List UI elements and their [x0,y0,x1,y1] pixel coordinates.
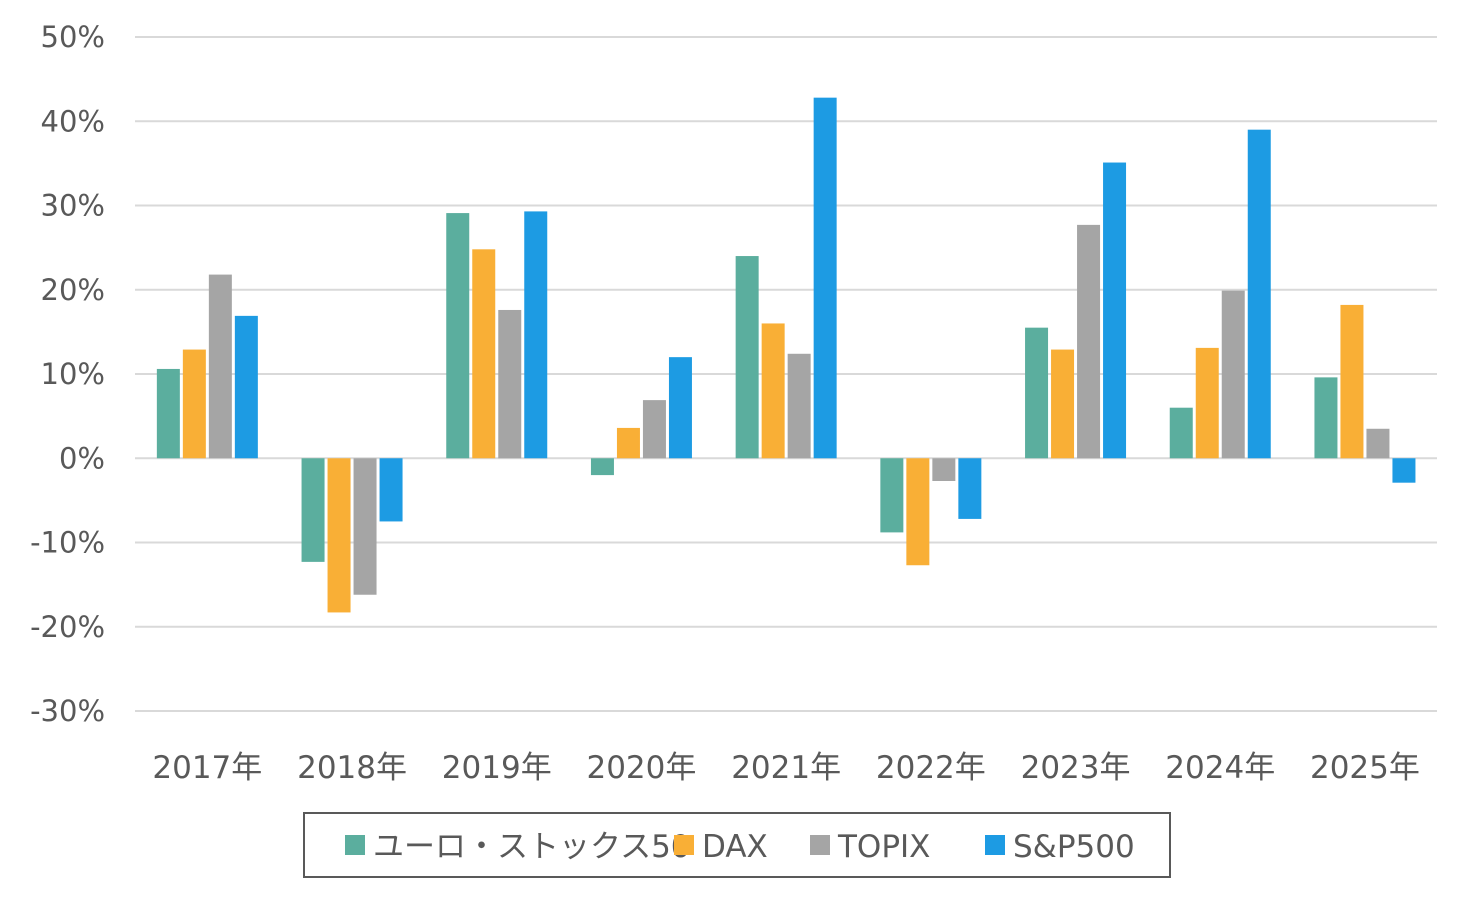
bar-DAX-2024年 [1195,347,1219,459]
bar-TOPIX-2020年 [642,400,666,459]
legend-swatch [345,835,365,855]
bar-ユーロ・ストックス50-2025年 [1314,377,1338,459]
bar-DAX-2017年 [182,349,206,459]
bar-ユーロ・ストックス50-2021年 [735,256,759,459]
legend-swatch [810,835,830,855]
bar-S&P500-2020年 [668,357,692,459]
bar-S&P500-2022年 [958,458,982,519]
y-tick-label: -10% [30,526,105,560]
bar-ユーロ・ストックス50-2018年 [301,458,325,562]
bar-TOPIX-2023年 [1077,224,1101,459]
legend-label: S&P500 [1013,829,1135,865]
bar-S&P500-2024年 [1247,129,1271,459]
bars [156,97,1416,613]
bar-TOPIX-2025年 [1366,428,1390,459]
legend-box [303,812,1171,878]
x-tick-label: 2022年 [876,750,986,786]
x-tick-label: 2024年 [1165,750,1275,786]
bar-ユーロ・ストックス50-2019年 [446,213,470,459]
bar-S&P500-2018年 [379,458,403,522]
y-tick-label: 20% [41,273,105,307]
y-tick-label: 40% [41,104,105,138]
y-axis-tick-labels: 50% 40% 30% 20% 10% 0% -10% -20% -30% [30,20,105,728]
bar-S&P500-2021年 [813,97,837,459]
x-axis-tick-labels: 2017年 2018年 2019年 2020年 2021年 2022年 2023年 2024年… [152,750,1420,786]
x-tick-label: 2020年 [586,750,696,786]
y-tick-label: 10% [41,357,105,391]
bar-S&P500-2017年 [234,315,258,459]
gridlines [135,36,1437,712]
x-tick-label: 2017年 [152,750,262,786]
y-tick-label: 30% [41,189,105,223]
legend-label: DAX [702,829,768,865]
bar-TOPIX-2018年 [353,458,377,595]
x-tick-label: 2019年 [442,750,552,786]
bar-DAX-2022年 [906,458,930,566]
bar-DAX-2019年 [472,249,496,459]
bar-DAX-2023年 [1051,349,1075,459]
bar-TOPIX-2024年 [1221,290,1245,459]
y-tick-label: 50% [41,20,105,54]
bar-TOPIX-2017年 [208,274,232,459]
x-tick-label: 2021年 [731,750,841,786]
y-tick-label: 0% [59,441,105,475]
bar-ユーロ・ストックス50-2020年 [590,458,614,476]
bar-S&P500-2025年 [1392,458,1416,483]
legend-swatch [985,835,1005,855]
bar-TOPIX-2021年 [787,353,811,459]
legend: ユーロ・ストックス50 DAX TOPIX S&P500 [303,812,1171,878]
bar-ユーロ・ストックス50-2024年 [1169,407,1193,459]
bar-DAX-2025年 [1340,304,1364,459]
bar-DAX-2018年 [327,458,351,613]
y-tick-label: -20% [30,610,105,644]
bar-ユーロ・ストックス50-2023年 [1025,327,1049,459]
x-tick-label: 2023年 [1021,750,1131,786]
bar-S&P500-2019年 [524,211,548,459]
bar-S&P500-2023年 [1103,162,1127,459]
bar-TOPIX-2022年 [932,458,956,481]
bar-DAX-2020年 [616,427,640,459]
legend-label: ユーロ・ストックス50 [373,829,691,865]
bar-DAX-2021年 [761,323,785,459]
x-tick-label: 2025年 [1310,750,1420,786]
bar-TOPIX-2019年 [498,309,522,459]
x-tick-label: 2018年 [297,750,407,786]
legend-swatch [674,835,694,855]
legend-label: TOPIX [837,829,930,865]
y-tick-label: -30% [30,694,105,728]
bar-ユーロ・ストックス50-2022年 [880,458,904,533]
bar-ユーロ・ストックス50-2017年 [156,368,180,459]
